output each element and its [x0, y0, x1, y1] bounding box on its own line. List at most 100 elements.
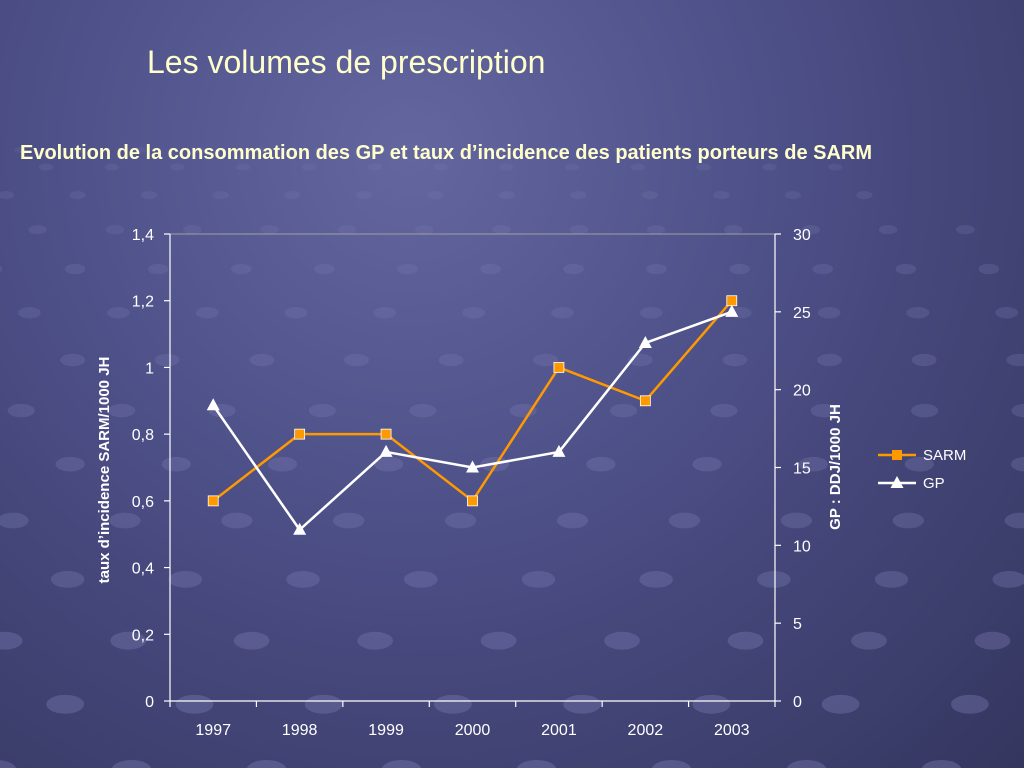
- background-dot: [414, 224, 434, 235]
- background-dot: [995, 307, 1019, 319]
- background-dot: [516, 760, 557, 768]
- background-dot: [563, 694, 602, 714]
- data-point-sarm: [726, 295, 738, 307]
- background-dot: [249, 353, 275, 367]
- background-dot: [614, 147, 626, 153]
- background-dot: [757, 571, 791, 588]
- left-axis-tick-label: 0,6: [132, 494, 154, 511]
- background-dot: [651, 760, 692, 768]
- background-dot: [810, 403, 838, 418]
- background-dot: [55, 456, 85, 472]
- background-dot: [780, 512, 813, 529]
- background-dot: [906, 307, 930, 319]
- background-dot: [727, 631, 764, 650]
- data-point-gp: [638, 335, 652, 348]
- x-axis-tick-label: 1997: [195, 722, 231, 739]
- data-point-gp: [379, 444, 393, 457]
- background-dot: [212, 191, 229, 200]
- background-dot: [367, 163, 382, 171]
- left-axis-title: taux d’incidence SARM/1000 JH: [96, 357, 113, 584]
- background-dot: [586, 456, 616, 472]
- background-dot: [798, 456, 828, 472]
- background-dot: [0, 631, 23, 650]
- background-dot: [28, 224, 47, 235]
- background-dot: [168, 571, 203, 588]
- data-point-sarm: [294, 428, 306, 440]
- background-dot: [254, 147, 266, 153]
- background-dot: [734, 147, 746, 153]
- background-dot: [221, 512, 253, 529]
- left-axis-tick-label: 1: [145, 360, 154, 377]
- background-dot: [147, 263, 169, 275]
- right-axis-tick-label: 25: [793, 305, 811, 322]
- background-dot: [301, 163, 317, 171]
- background-dot: [874, 571, 909, 588]
- background-dot: [104, 163, 119, 171]
- background-dot: [812, 263, 834, 275]
- background-dot: [0, 191, 15, 200]
- background-dot: [494, 147, 506, 153]
- background-dot: [246, 760, 287, 768]
- background-dot: [817, 307, 841, 319]
- background-dot: [0, 760, 17, 768]
- x-axis-tick-label: 2003: [714, 722, 750, 739]
- background-dot: [38, 163, 53, 171]
- background-dot: [911, 403, 939, 418]
- background-dot: [729, 263, 750, 275]
- background-dot: [236, 163, 251, 171]
- background-dot: [46, 694, 85, 714]
- background-dot: [267, 456, 298, 472]
- left-axis-tick-label: 1,2: [132, 294, 154, 311]
- background-dot: [381, 760, 422, 768]
- background-dot: [183, 224, 202, 235]
- background-dot: [498, 191, 515, 200]
- left-axis-tick-label: 1,4: [132, 227, 154, 244]
- background-dot: [333, 512, 365, 529]
- left-axis-tick-label: 0,4: [132, 561, 154, 578]
- background-dot: [692, 694, 731, 714]
- background-dot: [604, 631, 640, 650]
- background-dot: [230, 263, 252, 275]
- background-dot: [284, 307, 308, 319]
- background-dot: [724, 224, 743, 235]
- background-dot: [630, 163, 645, 171]
- background-dot: [480, 631, 517, 650]
- background-dot: [551, 307, 574, 319]
- legend-marker-gp: [890, 476, 904, 488]
- background-dot: [641, 191, 658, 200]
- background-dot: [911, 353, 937, 367]
- background-dot: [175, 694, 214, 714]
- background-dot: [974, 631, 1011, 650]
- left-axis-tick-label: 0,8: [132, 427, 154, 444]
- background-dot: [74, 147, 86, 153]
- background-dot: [140, 191, 158, 200]
- data-point-gp: [466, 460, 479, 473]
- background-dot: [109, 512, 141, 529]
- background-dot: [646, 224, 666, 235]
- right-axis-tick-label: 20: [793, 383, 811, 400]
- background-dot: [374, 456, 404, 472]
- background-dot: [344, 353, 369, 367]
- background-dot: [50, 571, 85, 588]
- background-dot: [1004, 512, 1024, 529]
- background-dot: [817, 353, 842, 367]
- background-dot: [105, 224, 125, 235]
- legend-marker-sarm: [892, 450, 902, 460]
- background-dot: [18, 307, 41, 319]
- background-dot: [304, 694, 343, 714]
- right-axis-tick-label: 15: [793, 461, 811, 478]
- background-dot: [373, 307, 397, 319]
- background-dot: [337, 224, 357, 235]
- background-dot: [462, 307, 486, 319]
- right-axis-tick-label: 10: [793, 538, 811, 555]
- x-axis-tick-label: 1999: [368, 722, 404, 739]
- background-dot: [851, 631, 887, 650]
- background-dot: [111, 760, 152, 768]
- background-dot: [409, 403, 437, 418]
- background-dot: [713, 191, 730, 200]
- background-dot: [639, 307, 663, 319]
- background-dot: [692, 456, 722, 472]
- background-dot: [1011, 403, 1024, 418]
- background-dot: [69, 191, 86, 200]
